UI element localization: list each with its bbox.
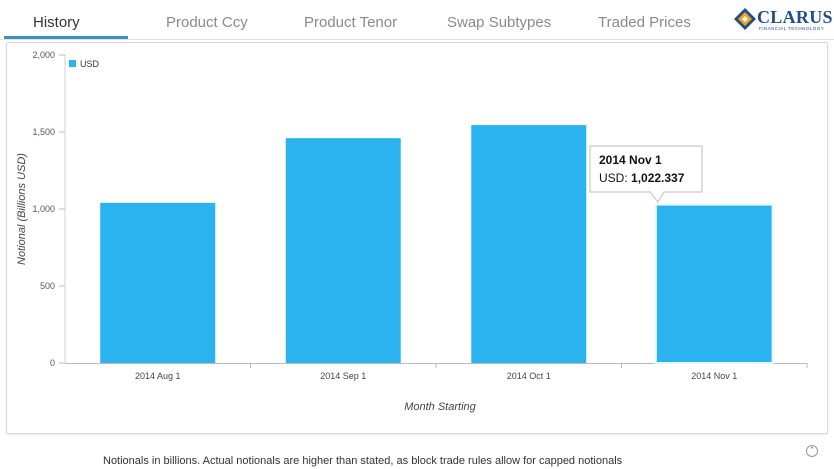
y-tick-label: 500 — [40, 281, 55, 291]
x-tick-label: 2014 Aug 1 — [135, 371, 181, 381]
tab-bar-divider — [0, 39, 834, 40]
bar-hover-outline — [654, 203, 774, 364]
collapse-up-icon[interactable]: ⌃ — [806, 445, 818, 457]
bar — [471, 125, 587, 363]
tab-bar: History Product Ccy Product Tenor Swap S… — [0, 0, 834, 40]
clarus-logo: CLARUS FINANCIAL TECHNOLOGY — [733, 6, 833, 34]
logo-diamond-icon — [734, 8, 756, 30]
bar-chart: 0 500 1,000 1,500 2,000 2014 Aug 1 2014 Sep 1 2… — [16, 50, 808, 413]
footer-note: Notionals in billions. Actual notionals … — [103, 455, 623, 467]
tooltip-title: 2014 Nov 1 — [599, 153, 662, 167]
x-tick-label: 2014 Sep 1 — [320, 371, 366, 381]
tab-swap-subtypes[interactable]: Swap Subtypes — [447, 14, 552, 31]
y-tick-label: 0 — [50, 358, 55, 368]
tab-traded-prices[interactable]: Traded Prices — [598, 14, 691, 31]
logo-tagline: FINANCIAL TECHNOLOGY — [759, 26, 825, 31]
tab-history[interactable]: History — [33, 14, 80, 31]
y-tick-label: 2,000 — [32, 50, 55, 60]
x-axis-label: Month Starting — [404, 401, 476, 413]
x-tick-label: 2014 Oct 1 — [507, 371, 551, 381]
legend-label: USD — [80, 59, 100, 69]
y-axis-label: Notional (Billions USD) — [16, 153, 28, 265]
chart-panel: 0 500 1,000 1,500 2,000 2014 Aug 1 2014 Sep 1 2… — [6, 42, 828, 434]
logo-wordmark: CLARUS — [757, 7, 833, 27]
tab-product-tenor[interactable]: Product Tenor — [304, 14, 398, 31]
bar — [656, 205, 772, 363]
active-tab-indicator — [4, 36, 128, 39]
bar — [100, 202, 216, 363]
tooltip-value: USD: 1,022.337 — [599, 171, 685, 185]
x-tick-label: 2014 Nov 1 — [691, 371, 737, 381]
tooltip-value-number: 1,022.337 — [631, 171, 685, 185]
tab-product-ccy[interactable]: Product Ccy — [166, 14, 248, 31]
legend-swatch — [69, 60, 76, 67]
bar — [285, 138, 401, 363]
tooltip-box — [589, 145, 703, 204]
tooltip-series-label: USD: — [599, 171, 631, 185]
y-tick-label: 1,500 — [32, 127, 55, 137]
y-tick-label: 1,000 — [32, 204, 55, 214]
